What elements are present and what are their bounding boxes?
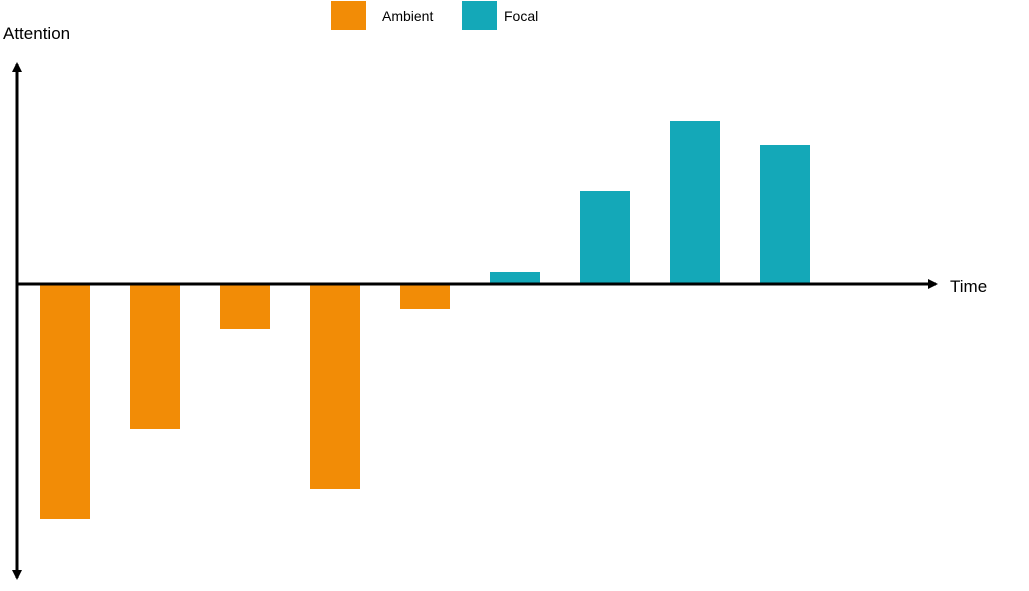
legend-label-focal: Focal bbox=[504, 8, 538, 24]
bar-focal-7 bbox=[580, 191, 630, 284]
bar-focal-9 bbox=[760, 145, 810, 284]
bar-ambient-2 bbox=[130, 284, 180, 429]
bar-focal-6 bbox=[490, 272, 540, 284]
legend-swatch-focal bbox=[462, 1, 497, 30]
x-axis-label: Time bbox=[950, 277, 987, 296]
bar-ambient-4 bbox=[310, 284, 360, 489]
legend: Ambient Focal bbox=[331, 1, 538, 30]
bar-focal-8 bbox=[670, 121, 720, 284]
y-axis-label: Attention bbox=[3, 24, 70, 43]
legend-swatch-ambient bbox=[331, 1, 366, 30]
bars-group bbox=[40, 121, 810, 519]
bar-ambient-5 bbox=[400, 284, 450, 309]
bar-ambient-3 bbox=[220, 284, 270, 329]
bar-ambient-1 bbox=[40, 284, 90, 519]
legend-label-ambient: Ambient bbox=[382, 8, 433, 24]
